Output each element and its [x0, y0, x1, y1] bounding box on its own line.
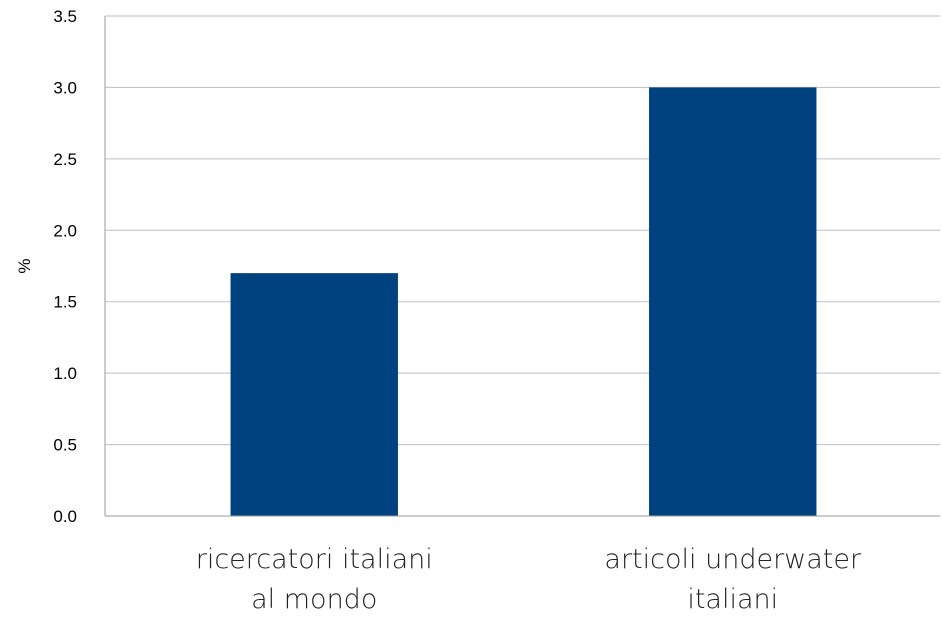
y-tick-labels: 0.0 0.5 1.0 1.5 2.0 2.5 3.0 3.5 — [53, 7, 77, 526]
bars — [230, 87, 817, 516]
y-tick-label: 1.5 — [53, 293, 77, 312]
y-tick-label: 2.0 — [53, 221, 77, 240]
y-tick-label: 0.0 — [53, 507, 77, 526]
axes — [104, 16, 940, 517]
bar — [230, 273, 398, 516]
y-axis-label: % — [15, 258, 34, 273]
category-label: italiani — [687, 584, 778, 615]
category-labels: ricercatori italiani al mondo articoli und… — [196, 544, 862, 615]
y-tick-label: 3.0 — [53, 78, 77, 97]
y-tick-label: 3.5 — [53, 7, 77, 26]
category-label: al mondo — [251, 584, 377, 615]
y-tick-label: 2.5 — [53, 150, 77, 169]
y-tick-label: 0.5 — [53, 436, 77, 455]
category-label: articoli underwater — [604, 544, 862, 575]
category-label: ricercatori italiani — [196, 544, 433, 575]
y-tick-label: 1.0 — [53, 364, 77, 383]
bar — [649, 87, 817, 516]
